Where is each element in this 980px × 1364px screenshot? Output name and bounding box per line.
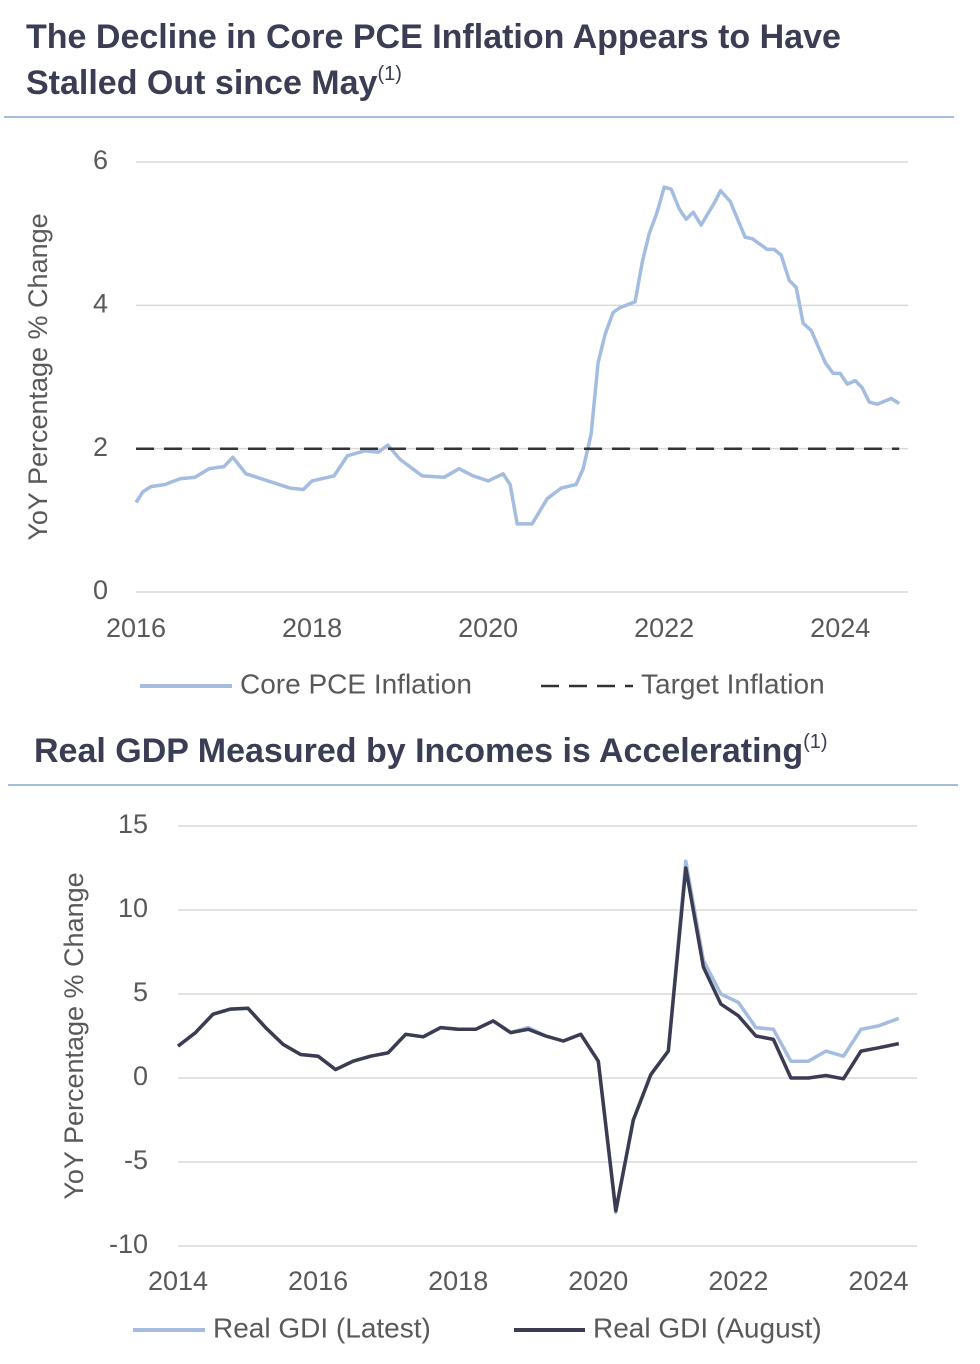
chart-title: Real GDP Measured by Incomes is Accelera…: [34, 728, 974, 774]
title-text: Real GDP Measured by Incomes is Accelera…: [34, 732, 804, 770]
title-footnote: (1): [377, 63, 402, 85]
y-tick-label: 0: [93, 575, 108, 605]
y-tick-label: -10: [109, 1229, 148, 1259]
x-tick-label: 2022: [634, 613, 694, 643]
series-line: [176, 866, 900, 1213]
chart-title: The Decline in Core PCE Inflation Appear…: [26, 14, 926, 106]
title-text: The Decline in Core PCE Inflation Appear…: [26, 18, 841, 102]
x-tick-label: 2020: [568, 1266, 628, 1296]
y-tick-label: -5: [124, 1145, 148, 1175]
x-tick-label: 2014: [148, 1266, 208, 1296]
x-tick-label: 2016: [106, 613, 166, 643]
title-footnote: (1): [803, 731, 828, 753]
y-tick-label: 0: [133, 1061, 148, 1091]
y-tick-label: 2: [93, 432, 108, 462]
y-axis-label: YoY Percentage % Change: [23, 213, 53, 540]
series-line: [176, 859, 900, 1215]
series-line: [134, 185, 901, 526]
y-axis-label: YoY Percentage % Change: [59, 872, 89, 1199]
x-tick-label: 2020: [458, 613, 518, 643]
legend-label: Real GDI (Latest): [213, 1312, 431, 1343]
x-tick-label: 2018: [428, 1266, 488, 1296]
legend-label: Target Inflation: [641, 668, 825, 699]
x-tick-label: 2024: [848, 1266, 908, 1296]
x-tick-label: 2024: [810, 613, 870, 643]
y-tick-label: 10: [118, 893, 148, 923]
legend-label: Real GDI (August): [593, 1312, 822, 1343]
y-tick-label: 4: [93, 288, 108, 318]
legend-label: Core PCE Inflation: [240, 668, 472, 699]
x-tick-label: 2018: [282, 613, 342, 643]
x-tick-label: 2016: [288, 1266, 348, 1296]
y-tick-label: 5: [133, 977, 148, 1007]
x-tick-label: 2022: [708, 1266, 768, 1296]
y-tick-label: 15: [118, 809, 148, 839]
y-tick-label: 6: [93, 145, 108, 175]
